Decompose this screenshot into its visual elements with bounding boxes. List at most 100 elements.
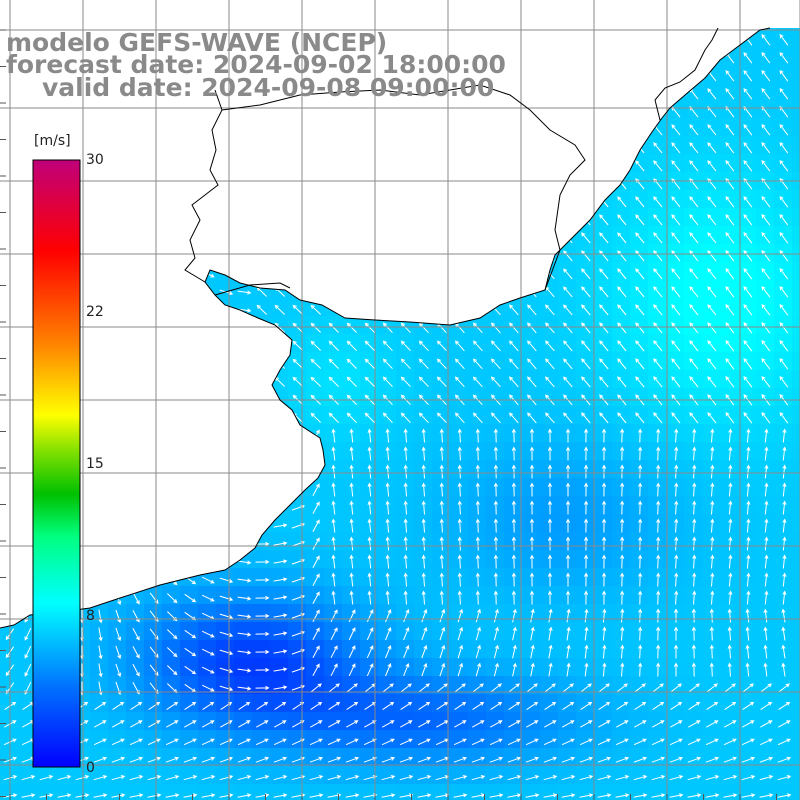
wind-arrow [705,738,719,746]
wind-arrow [385,627,392,641]
wind-arrow [349,464,354,479]
wind-arrow [725,123,735,136]
wind-arrow [638,428,643,443]
wind-arrow [147,775,162,781]
wind-arrow [310,720,323,728]
wind-arrow [457,662,464,677]
wind-arrow [741,793,756,798]
speed-cell [486,28,505,47]
wind-arrow [256,322,268,333]
speed-cell [468,676,487,695]
wind-arrow [493,464,499,479]
speed-cell [558,136,577,155]
speed-cell [414,298,433,317]
wind-arrow [777,756,792,763]
wind-arrow [581,88,591,100]
speed-cell [540,82,559,101]
speed-cell [576,154,595,173]
speed-cell [306,244,325,263]
speed-cell [792,496,800,515]
wind-arrow [436,142,447,154]
wind-arrow [671,250,681,262]
wind-arrow [656,572,661,587]
speed-cell [216,136,235,155]
speed-cell [774,316,793,335]
speed-cell [612,316,631,335]
speed-cell [216,784,235,800]
speed-cell [234,496,253,515]
wind-arrow [635,34,645,46]
speed-cell [234,604,253,623]
speed-cell [558,568,577,587]
speed-cell [630,154,649,173]
speed-cell [414,370,433,389]
wind-arrow [403,609,410,623]
wind-arrow [364,142,375,153]
speed-cell [270,694,289,713]
wind-arrow [597,738,611,746]
wind-arrow [545,196,555,208]
wind-arrow [255,487,270,493]
speed-cell [432,784,451,800]
speed-cell [684,712,703,731]
wind-arrow [599,322,609,334]
wind-arrow [98,573,103,588]
wind-arrow [527,358,537,370]
speed-cell [468,244,487,263]
wind-arrow [149,412,159,425]
speed-cell [486,712,505,731]
wind-arrow [382,250,393,262]
speed-cell [396,118,415,137]
wind-arrow [511,572,517,587]
wind-arrow [330,645,338,659]
wind-arrow [472,322,483,334]
wind-arrow [418,106,429,118]
speed-cell [612,568,631,587]
speed-cell [576,694,595,713]
wind-arrow [472,160,483,172]
speed-cell [738,298,757,317]
wind-arrow [472,250,483,262]
speed-cell [612,136,631,155]
speed-cell [144,460,163,479]
wind-arrow [493,608,499,623]
speed-cell [630,226,649,245]
speed-cell [126,514,145,533]
wind-arrow [24,177,32,191]
wind-arrow [527,340,537,352]
speed-cell [558,712,577,731]
speed-cell [756,136,775,155]
wind-arrow [779,159,789,172]
wind-arrow [166,665,178,676]
wind-arrow [724,683,736,693]
speed-cell [774,406,793,425]
speed-cell [360,190,379,209]
speed-cell [630,460,649,479]
wind-arrow [584,626,589,641]
wind-arrow [310,412,322,423]
speed-cell [558,496,577,515]
wind-arrow [493,428,499,443]
wind-arrow [256,340,268,351]
speed-cell [468,154,487,173]
wind-arrow [728,464,733,479]
speed-cell [774,370,793,389]
wind-arrow [439,590,444,605]
speed-cell [198,442,217,461]
wind-arrow [346,683,358,693]
wind-arrow [418,322,429,334]
wind-arrow [674,464,679,479]
speed-cell [468,352,487,371]
speed-cell [18,82,37,101]
wind-arrow [98,555,103,570]
speed-cell [216,406,235,425]
wind-arrow [93,793,108,798]
wind-arrow [599,70,609,82]
wind-arrow [635,376,645,388]
speed-cell [126,496,145,515]
speed-cell [306,298,325,317]
wind-arrow [490,124,501,136]
wind-arrow [400,340,411,352]
wind-arrow [617,250,627,262]
wind-arrow [725,195,735,208]
